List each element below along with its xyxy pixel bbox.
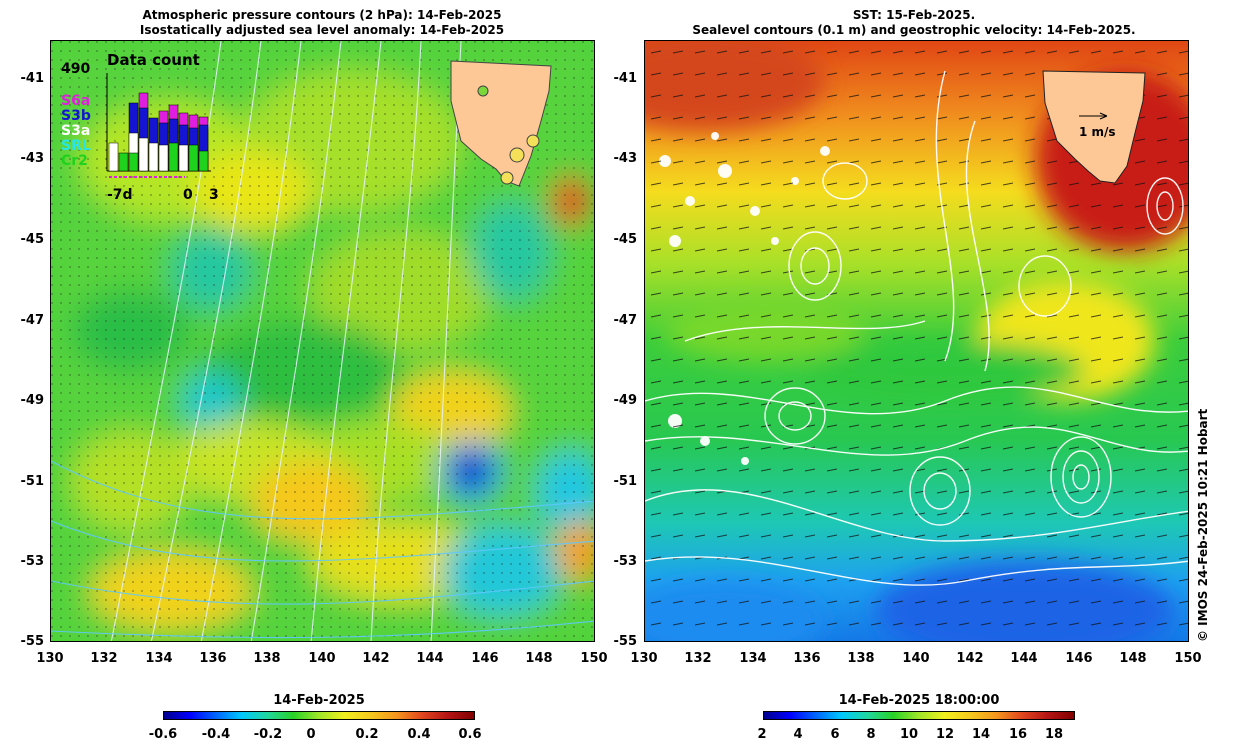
lat-tick: -41 bbox=[613, 71, 638, 86]
lon-tick: 136 bbox=[793, 651, 821, 666]
lon-tick: 142 bbox=[362, 651, 390, 666]
lat-tick: -49 bbox=[613, 393, 638, 408]
inset-title: Data count bbox=[107, 51, 200, 69]
lat-tick: -53 bbox=[613, 554, 638, 569]
cb-tick: 18 bbox=[1044, 727, 1064, 742]
inset-max-count: 490 bbox=[61, 61, 91, 77]
cb-tick: 0.2 bbox=[355, 727, 379, 742]
inset-legend: S6a S3b S3a SRL Cr2 bbox=[61, 94, 91, 169]
lon-tick: 130 bbox=[630, 651, 658, 666]
lon-tick: 138 bbox=[847, 651, 875, 666]
inset-xlabel-zero: 0 bbox=[183, 187, 193, 203]
right-panel-title: SST: 15-Feb-2025. Sealevel contours (0.1… bbox=[640, 8, 1188, 38]
cb-tick: 2 bbox=[757, 727, 767, 742]
lon-tick: 138 bbox=[253, 651, 281, 666]
lat-tick: -53 bbox=[20, 554, 45, 569]
cb-tick: 4 bbox=[793, 727, 803, 742]
lat-tick: -47 bbox=[20, 313, 45, 328]
right-colorbar bbox=[763, 711, 1075, 720]
inset-xlabel-start: -7d bbox=[107, 187, 133, 203]
lon-tick: 144 bbox=[416, 651, 444, 666]
cb-tick: -0.6 bbox=[148, 727, 178, 742]
tasmania-land bbox=[450, 60, 552, 187]
sst-map-svg bbox=[645, 41, 1188, 641]
lon-tick: 146 bbox=[471, 651, 499, 666]
lon-tick: 148 bbox=[525, 651, 553, 666]
lon-tick: 148 bbox=[1119, 651, 1147, 666]
cb-tick: 10 bbox=[899, 727, 919, 742]
data-count-bars bbox=[106, 73, 211, 178]
lat-tick: -41 bbox=[20, 71, 45, 86]
legend-s3b: S3b bbox=[61, 108, 91, 124]
lon-tick: 150 bbox=[1174, 651, 1202, 666]
legend-srl: SRL bbox=[61, 138, 91, 154]
lon-tick: 144 bbox=[1010, 651, 1038, 666]
cb-tick: 12 bbox=[935, 727, 955, 742]
left-panel-title: Atmospheric pressure contours (2 hPa): 1… bbox=[50, 8, 594, 38]
lat-tick: -51 bbox=[20, 474, 45, 489]
cb-tick: -0.4 bbox=[201, 727, 231, 742]
right-colorbar-title: 14-Feb-2025 18:00:00 bbox=[838, 693, 1000, 708]
lon-tick: 130 bbox=[36, 651, 64, 666]
lon-tick: 140 bbox=[902, 651, 930, 666]
velocity-scale-arrow bbox=[1079, 112, 1108, 120]
sst-map: 1 m/s bbox=[644, 40, 1189, 642]
cb-tick: 0.4 bbox=[407, 727, 431, 742]
legend-s3a: S3a bbox=[61, 123, 91, 139]
legend-cr2: Cr2 bbox=[61, 153, 88, 169]
lon-tick: 150 bbox=[580, 651, 608, 666]
tasmania-land bbox=[1042, 70, 1146, 184]
lat-tick: -45 bbox=[20, 232, 45, 247]
lon-tick: 140 bbox=[308, 651, 336, 666]
sea-level-anomaly-map: Data count 490 S6a S3b S3a SRL Cr2 bbox=[50, 40, 595, 642]
lon-tick: 142 bbox=[956, 651, 984, 666]
right-title-line2: Sealevel contours (0.1 m) and geostrophi… bbox=[692, 23, 1136, 37]
left-colorbar-title: 14-Feb-2025 bbox=[273, 693, 365, 708]
legend-s6a: S6a bbox=[61, 93, 91, 109]
lat-tick: -49 bbox=[20, 393, 45, 408]
lat-tick: -45 bbox=[613, 232, 638, 247]
cb-tick: 14 bbox=[971, 727, 991, 742]
cb-tick: 8 bbox=[866, 727, 876, 742]
lon-tick: 136 bbox=[199, 651, 227, 666]
left-title-line1: Atmospheric pressure contours (2 hPa): 1… bbox=[142, 8, 502, 22]
imos-credit: © IMOS 24-Feb-2025 10:21 Hobart bbox=[1196, 408, 1210, 642]
lat-tick: -55 bbox=[20, 634, 45, 649]
left-colorbar bbox=[163, 711, 475, 720]
cb-tick: 6 bbox=[830, 727, 840, 742]
lat-tick: -43 bbox=[20, 151, 45, 166]
sla-map-svg bbox=[51, 41, 594, 641]
cb-tick: -0.2 bbox=[253, 727, 283, 742]
lon-tick: 132 bbox=[684, 651, 712, 666]
lon-tick: 134 bbox=[739, 651, 767, 666]
cb-tick: 0.6 bbox=[458, 727, 482, 742]
lon-tick: 132 bbox=[90, 651, 118, 666]
right-title-line1: SST: 15-Feb-2025. bbox=[852, 8, 976, 22]
count-bar-group bbox=[108, 92, 209, 172]
data-count-inset: Data count 490 S6a S3b S3a SRL Cr2 bbox=[55, 51, 225, 203]
cb-tick: 16 bbox=[1008, 727, 1028, 742]
lon-tick: 146 bbox=[1065, 651, 1093, 666]
cb-tick: 0 bbox=[306, 727, 316, 742]
lon-tick: 134 bbox=[145, 651, 173, 666]
lat-tick: -51 bbox=[613, 474, 638, 489]
lat-tick: -55 bbox=[613, 634, 638, 649]
velocity-scale-label: 1 m/s bbox=[1079, 125, 1116, 139]
lat-tick: -47 bbox=[613, 313, 638, 328]
left-title-line2: Isostatically adjusted sea level anomaly… bbox=[139, 23, 505, 37]
inset-xlabel-end: 3 bbox=[209, 187, 219, 203]
lat-tick: -43 bbox=[613, 151, 638, 166]
